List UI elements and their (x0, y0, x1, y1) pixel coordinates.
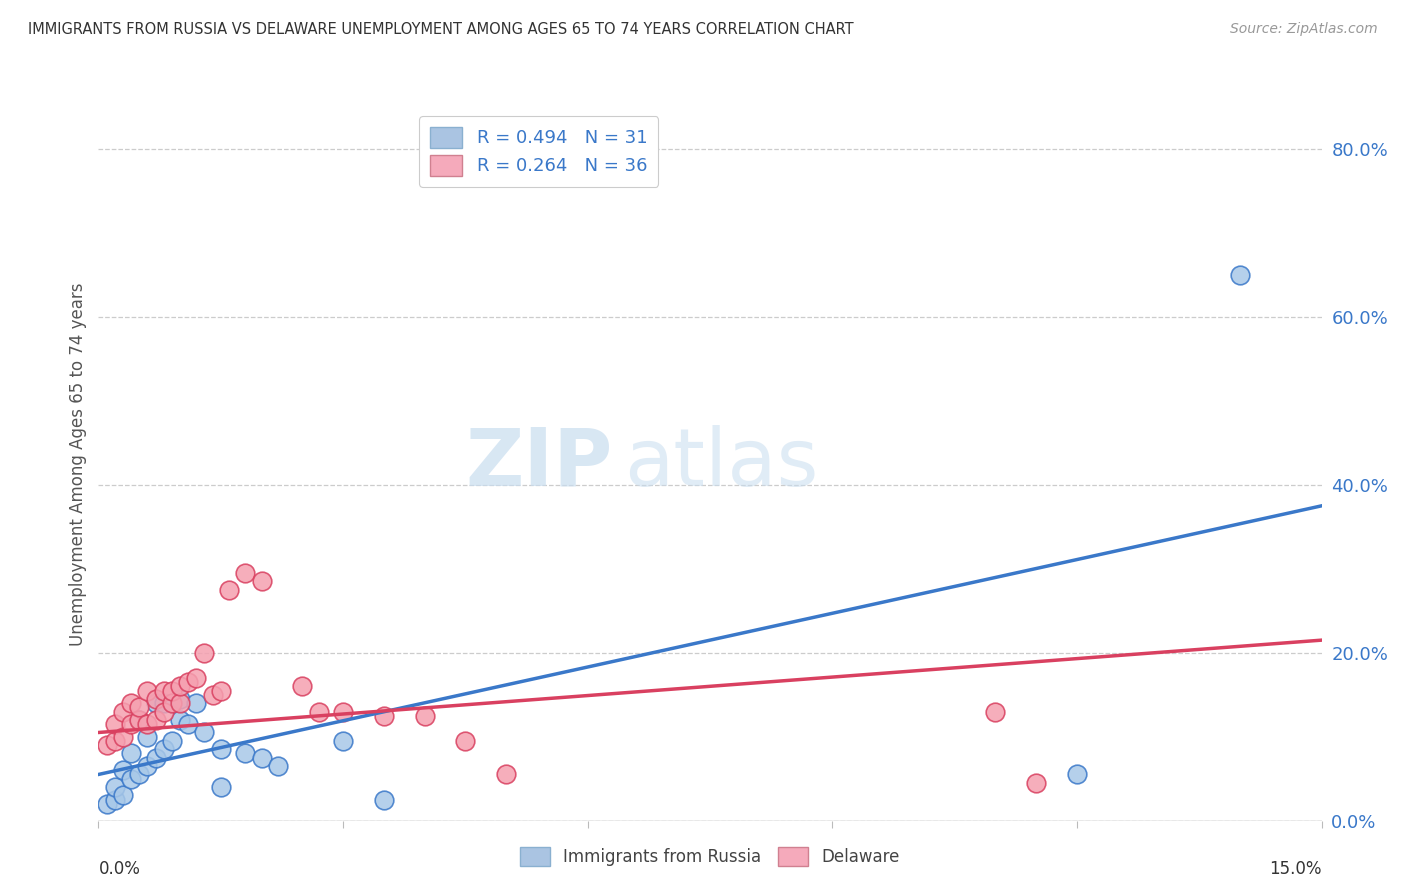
Point (111, 764, 134, 778)
Point (136, 759, 159, 773)
Point (1229, 268, 1251, 282)
Point (201, 688, 224, 702)
Point (152, 683, 174, 698)
Point (160, 683, 183, 698)
Point (128, 700, 150, 714)
Point (984, 705, 1007, 719)
Point (145, 696, 167, 710)
Point (209, 780, 232, 794)
Point (308, 705, 330, 719)
Point (233, 747, 256, 761)
Point (136, 683, 159, 698)
Point (209, 683, 232, 698)
Point (332, 734, 354, 748)
Point (136, 717, 159, 731)
Point (454, 734, 477, 748)
Point (177, 675, 200, 690)
Point (250, 574, 273, 589)
Y-axis label: Unemployment Among Ages 65 to 74 years: Unemployment Among Ages 65 to 74 years (69, 282, 87, 646)
Text: ZIP: ZIP (465, 425, 612, 503)
Point (128, 767, 150, 781)
Point (120, 717, 142, 731)
Point (111, 730, 134, 744)
Point (186, 696, 208, 710)
Point (233, 566, 256, 580)
Point (373, 792, 395, 806)
Point (169, 696, 191, 710)
Legend: Immigrants from Russia, Delaware: Immigrants from Russia, Delaware (513, 840, 907, 873)
Point (169, 713, 191, 727)
Text: atlas: atlas (624, 425, 818, 503)
Point (152, 742, 174, 756)
Point (193, 725, 215, 739)
Point (128, 713, 150, 727)
Point (96, 797, 118, 811)
Point (291, 679, 314, 693)
Point (267, 759, 290, 773)
Point (193, 646, 215, 660)
Point (136, 730, 159, 744)
Point (145, 750, 167, 764)
Point (128, 713, 150, 727)
Point (169, 692, 191, 706)
Point (152, 696, 174, 710)
Point (495, 767, 517, 781)
Point (145, 692, 167, 706)
Point (120, 747, 142, 761)
Point (1066, 767, 1088, 781)
Text: IMMIGRANTS FROM RUSSIA VS DELAWARE UNEMPLOYMENT AMONG AGES 65 TO 74 YEARS CORREL: IMMIGRANTS FROM RUSSIA VS DELAWARE UNEMP… (28, 22, 853, 37)
Point (413, 708, 436, 723)
Point (104, 717, 127, 731)
Point (1025, 776, 1047, 790)
Point (111, 789, 134, 803)
Point (160, 734, 183, 748)
Point (111, 705, 134, 719)
Point (250, 750, 273, 764)
Point (152, 705, 174, 719)
Text: Source: ZipAtlas.com: Source: ZipAtlas.com (1230, 22, 1378, 37)
Point (104, 734, 127, 748)
Point (96, 738, 118, 752)
Point (104, 792, 127, 806)
Text: 0.0%: 0.0% (98, 860, 141, 878)
Point (177, 717, 200, 731)
Point (186, 671, 208, 685)
Point (120, 696, 142, 710)
Text: 15.0%: 15.0% (1270, 860, 1322, 878)
Point (209, 742, 232, 756)
Point (120, 772, 142, 786)
Point (218, 582, 240, 597)
Point (373, 708, 395, 723)
Point (104, 780, 127, 794)
Point (145, 713, 167, 727)
Point (169, 679, 191, 693)
Point (160, 696, 183, 710)
Point (160, 696, 183, 710)
Point (332, 705, 354, 719)
